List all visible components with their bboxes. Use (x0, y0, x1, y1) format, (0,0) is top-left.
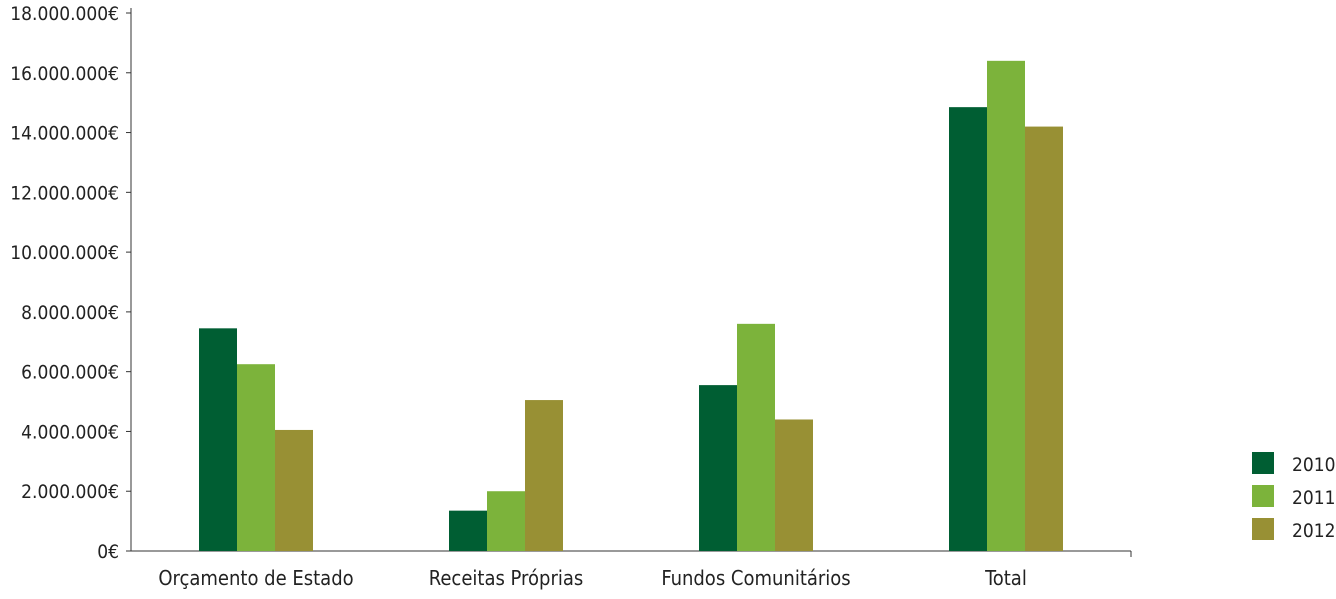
legend-swatch (1252, 485, 1274, 507)
y-tick-label: 6.000.000€ (21, 362, 119, 384)
legend-label: 2011 (1292, 487, 1336, 509)
legend-label: 2012 (1292, 520, 1336, 542)
bar (949, 107, 987, 552)
y-tick-label: 12.000.000€ (10, 182, 119, 204)
bar (487, 491, 525, 551)
bar (525, 400, 563, 551)
legend: 2010 2011 2012 (1252, 452, 1336, 542)
legend-swatch (1252, 518, 1274, 540)
bar (275, 429, 313, 551)
bar (699, 385, 737, 551)
legend-label: 2010 (1292, 454, 1336, 476)
y-tick-label: 14.000.000€ (10, 123, 119, 145)
y-tick-label: 0€ (97, 541, 119, 563)
bar (987, 60, 1025, 551)
x-category-label: Orçamento de Estado (158, 566, 353, 590)
bar (775, 419, 813, 551)
bars (199, 60, 1063, 552)
x-category-label: Fundos Comunitários (661, 566, 850, 590)
y-tick-label: 2.000.000€ (21, 481, 119, 503)
x-axis: Orçamento de Estado Receitas Próprias Fund… (131, 550, 1132, 590)
bar (737, 323, 775, 551)
y-tick-label: 16.000.000€ (10, 63, 119, 85)
bar (199, 328, 237, 551)
x-category-label: Total (984, 566, 1027, 590)
y-tick-label: 18.000.000€ (10, 3, 119, 25)
bar (1025, 126, 1063, 552)
y-tick-label: 4.000.000€ (21, 421, 119, 443)
bar (237, 364, 275, 551)
y-axis: 0€ 2.000.000€ 4.000.000€ 6.000.000€ 8.000.00… (10, 3, 132, 563)
bar (449, 510, 487, 551)
y-tick-label: 8.000.000€ (21, 302, 119, 324)
x-category-label: Receitas Próprias (429, 566, 583, 590)
y-tick-label: 10.000.000€ (10, 242, 119, 264)
legend-swatch (1252, 452, 1274, 474)
